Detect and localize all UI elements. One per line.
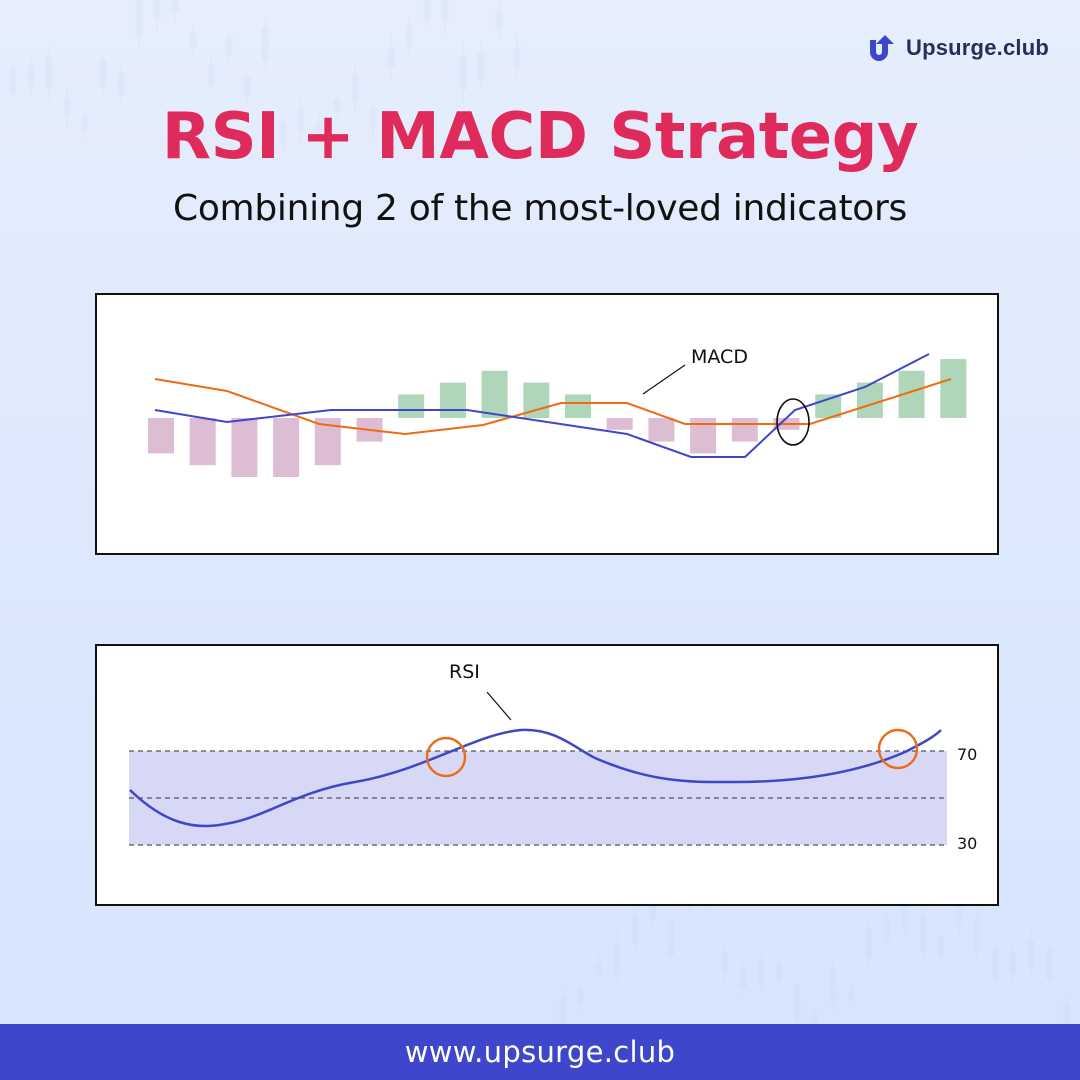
background-candle-body [243,76,251,96]
background-candle-body [793,983,801,1020]
macd-label: MACD [691,346,748,368]
background-candle-body [459,55,467,91]
background-candle-body [495,10,503,29]
background-candle-body [883,916,891,941]
background-candle-body [991,950,999,979]
rsi-label-pointer [486,691,512,721]
page-title: RSI + MACD Strategy [161,100,919,174]
macd-histogram-bar [481,370,508,418]
background-candle-body [1045,950,1053,979]
macd-histogram-bar [189,418,216,466]
background-candle-body [45,56,53,90]
background-candle-body [513,46,521,67]
background-candle-body [973,918,981,950]
rsi-chart-panel: RSI 70 30 [95,644,999,906]
macd-histogram-bar [148,418,174,454]
macd-label-pointer [642,364,686,395]
background-candle-body [865,928,873,958]
background-candle-body [27,65,35,87]
background-candle-body [225,38,233,57]
macd-histogram-bar [731,418,758,442]
background-candle-body [667,919,675,957]
background-candle-body [739,967,747,988]
background-candle-body [937,937,945,956]
background-candle-body [721,952,729,972]
brand-logo[interactable]: Upsurge.club [866,32,1049,64]
rsi-level-70: 70 [957,745,977,764]
rsi-line [129,728,942,828]
macd-histogram-bar [606,418,633,430]
background-candle-body [189,32,197,49]
background-candle-body [775,962,783,980]
background-candle-body [207,63,215,85]
background-candle-body [135,0,143,36]
background-candle-body [153,0,161,18]
background-candle-body [829,967,837,1003]
macd-line [154,353,930,458]
background-candle-body [351,74,359,103]
macd-histogram-bar [273,418,300,477]
background-candle-body [1009,951,1017,975]
background-candle-body [171,0,179,12]
macd-chart-panel: MACD [95,293,999,555]
macd-histogram-bar [398,394,425,418]
background-candle-body [405,25,413,47]
footer-url[interactable]: www.upsurge.club [404,1035,676,1069]
rsi-label: RSI [449,661,480,683]
page-subtitle: Combining 2 of the most-loved indicators [173,188,907,229]
background-candle-body [595,962,603,974]
background-candle-body [631,913,639,944]
footer-bar: www.upsurge.club [0,1024,1080,1080]
background-candle-body [919,916,927,951]
overbought-highlight-circle [877,728,919,770]
upsurge-logo-icon [870,35,894,61]
background-candle-body [577,989,585,1002]
background-candle-body [261,26,269,62]
macd-histogram-bar [565,394,591,418]
signal-line [154,378,952,436]
background-candle-body [559,998,567,1024]
background-candle-body [423,0,431,20]
rsi-level-30: 30 [957,834,977,853]
macd-histogram-bar [940,359,967,418]
overbought-highlight-circle [425,736,467,778]
background-candle-body [847,991,855,1001]
macd-histogram-bar [231,418,258,477]
background-candle-body [477,52,485,80]
rsi-chart: RSI 70 30 [129,661,977,853]
background-candle-body [757,959,765,985]
crossover-highlight-circle [776,398,810,446]
macd-histogram-bar [648,418,675,442]
background-candle-body [387,46,395,68]
background-candle-body [441,0,449,20]
macd-histogram-bar [439,382,466,418]
background-candle-body [99,59,107,87]
background-candle-body [117,72,125,96]
macd-chart: MACD [148,346,967,477]
background-candle-body [9,67,17,93]
background-candle-body [1027,939,1035,969]
background-candle-body [613,943,621,974]
brand-name: Upsurge.club [906,35,1049,60]
